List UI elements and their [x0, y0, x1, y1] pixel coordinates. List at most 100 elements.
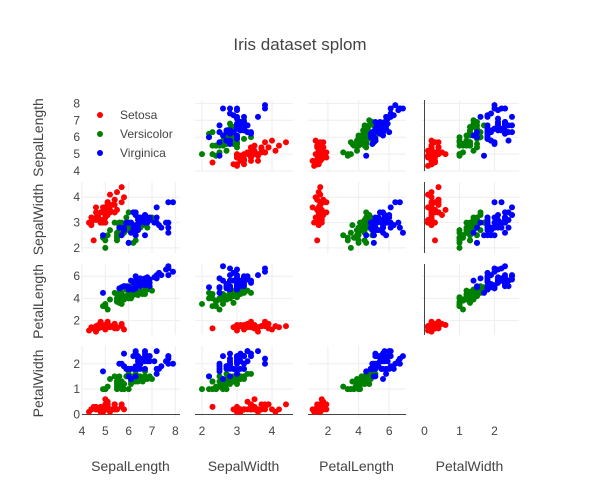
- point-virginica: [234, 113, 240, 120]
- point-virginica: [165, 199, 172, 206]
- point-virginica: [392, 199, 399, 206]
- point-setosa: [317, 201, 324, 208]
- point-virginica: [227, 277, 233, 284]
- point-virginica: [491, 268, 498, 275]
- point-virginica: [248, 279, 254, 286]
- y-axis-title-sepalwidth: SepalWidth: [30, 184, 46, 256]
- point-versicolor: [467, 237, 473, 244]
- point-virginica: [130, 279, 137, 286]
- point-virginica: [387, 348, 394, 355]
- point-virginica: [376, 130, 383, 137]
- point-virginica: [392, 102, 399, 109]
- point-setosa: [118, 403, 125, 410]
- point-versicolor: [206, 295, 212, 302]
- point-setosa: [432, 219, 438, 226]
- point-versicolor: [460, 306, 466, 313]
- point-virginica: [502, 274, 508, 281]
- point-virginica: [248, 130, 254, 137]
- point-setosa: [435, 199, 442, 206]
- point-virginica: [262, 102, 268, 109]
- point-virginica: [170, 268, 176, 275]
- point-virginica: [381, 122, 388, 129]
- y-tick-label: 4: [73, 291, 80, 305]
- point-virginica: [505, 137, 512, 144]
- point-virginica: [470, 132, 477, 139]
- point-versicolor: [216, 306, 223, 313]
- x-tick-label: 3: [234, 424, 241, 438]
- point-versicolor: [350, 234, 357, 241]
- point-setosa: [283, 401, 289, 408]
- point-setosa: [251, 151, 258, 158]
- point-virginica: [502, 122, 508, 129]
- point-virginica: [234, 272, 240, 279]
- point-setosa: [97, 403, 104, 410]
- cell-sepallength-vs-petallength: [308, 100, 406, 172]
- point-versicolor: [361, 124, 368, 131]
- legend-marker-virginica: [97, 150, 103, 156]
- point-versicolor: [354, 147, 360, 154]
- point-setosa: [265, 144, 272, 151]
- point-virginica: [495, 211, 501, 218]
- point-virginica: [372, 135, 379, 142]
- point-setosa: [276, 406, 282, 413]
- point-setosa: [317, 146, 324, 153]
- point-setosa: [209, 325, 216, 332]
- point-setosa: [435, 318, 442, 325]
- point-virginica: [491, 199, 498, 206]
- x-tick-label: 6: [386, 424, 393, 438]
- point-versicolor: [366, 122, 373, 129]
- point-setosa: [323, 406, 330, 413]
- point-virginica: [262, 268, 268, 275]
- point-setosa: [102, 324, 109, 331]
- cell-petallength-vs-petalwidth: [421, 263, 519, 335]
- point-virginica: [370, 232, 377, 239]
- point-setosa: [320, 139, 327, 146]
- point-virginica: [491, 219, 498, 226]
- point-virginica: [495, 118, 501, 125]
- point-virginica: [234, 105, 240, 112]
- point-setosa: [102, 406, 109, 413]
- point-virginica: [216, 363, 223, 370]
- cell-petalwidth-vs-petallength: [308, 346, 406, 417]
- point-virginica: [132, 273, 139, 280]
- point-virginica: [153, 370, 160, 377]
- point-virginica: [376, 209, 383, 216]
- cell-sepallength-vs-petalwidth: [421, 100, 519, 172]
- point-setosa: [428, 201, 435, 208]
- point-setosa: [109, 323, 116, 330]
- y-tick-label: 8: [73, 96, 80, 110]
- point-virginica: [142, 276, 148, 283]
- point-virginica: [396, 360, 403, 367]
- y-tick-label: 2: [73, 357, 80, 371]
- point-versicolor: [102, 244, 109, 251]
- point-setosa: [314, 206, 321, 213]
- point-virginica: [165, 219, 172, 226]
- point-versicolor: [227, 294, 233, 301]
- point-virginica: [395, 219, 402, 226]
- point-setosa: [97, 209, 104, 216]
- point-virginica: [241, 113, 247, 120]
- point-virginica: [255, 272, 261, 279]
- point-virginica: [216, 122, 223, 129]
- x-tick-label: 2: [199, 424, 206, 438]
- point-setosa: [315, 219, 322, 226]
- point-setosa: [442, 206, 449, 213]
- point-virginica: [399, 353, 406, 360]
- point-versicolor: [460, 232, 466, 239]
- point-setosa: [323, 154, 330, 161]
- point-virginica: [502, 219, 508, 226]
- point-setosa: [107, 191, 113, 198]
- point-setosa: [323, 209, 330, 216]
- point-virginica: [165, 224, 172, 231]
- point-virginica: [484, 219, 491, 226]
- point-versicolor: [142, 373, 148, 380]
- point-versicolor: [350, 142, 357, 149]
- point-virginica: [142, 353, 148, 360]
- point-virginica: [130, 209, 137, 216]
- point-versicolor: [467, 224, 473, 231]
- point-virginica: [491, 125, 498, 132]
- point-virginica: [142, 282, 148, 289]
- point-versicolor: [456, 142, 463, 149]
- point-virginica: [146, 358, 153, 365]
- point-virginica: [396, 199, 403, 206]
